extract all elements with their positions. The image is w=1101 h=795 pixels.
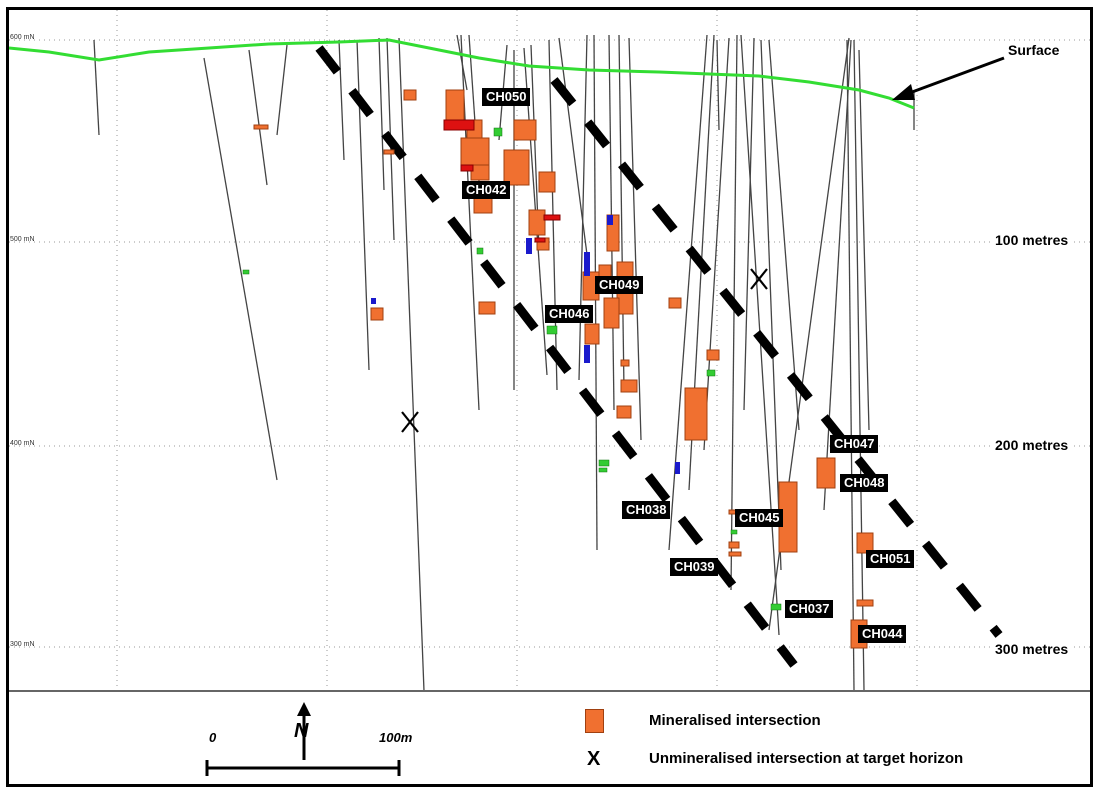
hole-tag-ch038: CH038 — [622, 501, 671, 519]
north-arrow-icon — [297, 702, 311, 760]
depth-label-300: 300 metres — [992, 641, 1072, 657]
unmineralised-x-icon: X — [587, 748, 601, 770]
cross-section-drawing — [9, 10, 1090, 691]
surface-line — [9, 38, 915, 110]
surface-arrow — [892, 56, 1005, 100]
scale-end-label: 100m — [379, 730, 413, 745]
target-horizon-line-2 — [550, 77, 1003, 638]
hole-tag-ch042: CH042 — [462, 181, 511, 199]
hole-tag-ch037: CH037 — [785, 600, 834, 618]
north-label: N — [294, 720, 309, 742]
legend-unmineralised-label: Unmineralised intersection at target hor… — [649, 750, 964, 767]
legend-mineralised-label: Mineralised intersection — [649, 712, 821, 729]
surface-label: Surface — [1008, 42, 1060, 58]
scale-start-label: 0 — [209, 730, 217, 745]
grid-label-500: 500 mN — [10, 236, 35, 243]
hole-tag-ch039: CH039 — [670, 558, 719, 576]
drill-holes — [93, 34, 915, 691]
green-zones — [242, 127, 782, 611]
section-frame — [6, 7, 1093, 787]
grid-label-300: 300 mN — [10, 641, 35, 648]
hole-tag-ch048: CH048 — [840, 474, 889, 492]
grid-label-400: 400 mN — [10, 440, 35, 447]
hole-tag-ch044: CH044 — [858, 625, 907, 643]
hole-tag-ch051: CH051 — [866, 550, 915, 568]
depth-label-100: 100 metres — [992, 232, 1072, 248]
hole-tag-ch046: CH046 — [545, 305, 594, 323]
grid-label-600: 600 mN — [10, 34, 35, 41]
mineralised-swatch — [585, 709, 604, 733]
hole-tag-ch047: CH047 — [830, 435, 879, 453]
hole-tag-ch049: CH049 — [595, 276, 644, 294]
legend-panel: 0 100m N Mineralised intersection X Unmi… — [9, 690, 1090, 786]
hole-tag-ch050: CH050 — [482, 88, 531, 106]
depth-label-200: 200 metres — [992, 437, 1072, 453]
unmineralised-x-marks — [401, 268, 768, 433]
high-grade-zones — [443, 119, 561, 243]
hole-tag-ch045: CH045 — [735, 509, 784, 527]
blue-zones — [371, 215, 680, 474]
scale-bar — [205, 702, 401, 776]
